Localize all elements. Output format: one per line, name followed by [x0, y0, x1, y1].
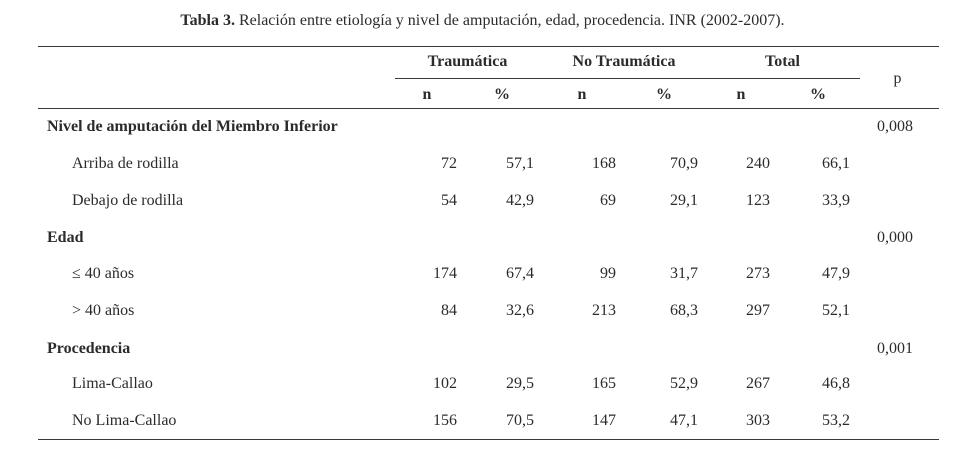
cell-value: 46,8	[822, 375, 850, 392]
cell-value: 29,1	[670, 192, 698, 209]
table-caption: Tabla 3. Relación entre etiología y nive…	[0, 12, 965, 30]
subheader-n-1: n	[422, 86, 432, 103]
cell-value: 213	[592, 302, 616, 319]
cell-value: 70,5	[506, 412, 534, 429]
cell-value: 240	[746, 155, 770, 172]
header-p: p	[893, 70, 902, 87]
row-label: No Lima-Callao	[72, 412, 177, 429]
header-group-traumatica: Traumática	[427, 53, 508, 70]
cell-value: 66,1	[822, 155, 850, 172]
cell-value: 42,9	[506, 192, 534, 209]
cell-value: 267	[746, 375, 770, 392]
cell-value: 47,9	[822, 265, 850, 282]
cell-value: 123	[746, 192, 770, 209]
group-underline	[395, 78, 860, 79]
subheader-pct-1: %	[494, 86, 510, 103]
section-p-edad: 0,000	[877, 229, 913, 246]
cell-value: 147	[592, 412, 616, 429]
cell-value: 31,7	[670, 265, 698, 282]
cell-value: 174	[433, 265, 457, 282]
cell-value: 47,1	[670, 412, 698, 429]
subheader-pct-3: %	[810, 86, 826, 103]
caption-text: Relación entre etiología y nivel de ampu…	[234, 12, 785, 29]
row-label: > 40 años	[72, 302, 135, 319]
cell-value: 53,2	[822, 412, 850, 429]
cell-value: 168	[592, 155, 616, 172]
cell-value: 29,5	[506, 375, 534, 392]
cell-value: 70,9	[670, 155, 698, 172]
cell-value: 84	[441, 302, 457, 319]
cell-value: 156	[433, 412, 457, 429]
caption-label: Tabla 3.	[180, 12, 235, 29]
cell-value: 52,1	[822, 302, 850, 319]
cell-value: 68,3	[670, 302, 698, 319]
section-p-nivel: 0,008	[877, 118, 913, 135]
top-rule	[38, 46, 939, 47]
row-label: ≤ 40 años	[72, 265, 135, 282]
section-p-procedencia: 0,001	[877, 340, 913, 357]
cell-value: 99	[600, 265, 616, 282]
cell-value: 102	[433, 375, 457, 392]
cell-value: 303	[746, 412, 770, 429]
section-title-nivel: Nivel de amputación del Miembro Inferior	[47, 118, 338, 135]
section-title-procedencia: Procedencia	[47, 340, 131, 357]
row-label: Arriba de rodilla	[72, 155, 179, 172]
cell-value: 57,1	[506, 155, 534, 172]
row-label: Lima-Callao	[72, 375, 153, 392]
cell-value: 54	[441, 192, 457, 209]
header-group-no-traumatica: No Traumática	[572, 53, 676, 70]
cell-value: 72	[441, 155, 457, 172]
cell-value: 67,4	[506, 265, 534, 282]
row-label: Debajo de rodilla	[72, 192, 184, 209]
header-bottom-rule	[38, 108, 939, 109]
cell-value: 297	[746, 302, 770, 319]
bottom-rule	[38, 439, 939, 440]
cell-value: 273	[746, 265, 770, 282]
subheader-pct-2: %	[656, 86, 672, 103]
cell-value: 69	[600, 192, 616, 209]
header-group-total: Total	[765, 53, 800, 70]
subheader-n-3: n	[736, 86, 746, 103]
cell-value: 33,9	[822, 192, 850, 209]
cell-value: 165	[592, 375, 616, 392]
cell-value: 52,9	[670, 375, 698, 392]
section-title-edad: Edad	[47, 229, 84, 246]
subheader-n-2: n	[577, 86, 587, 103]
cell-value: 32,6	[506, 302, 534, 319]
